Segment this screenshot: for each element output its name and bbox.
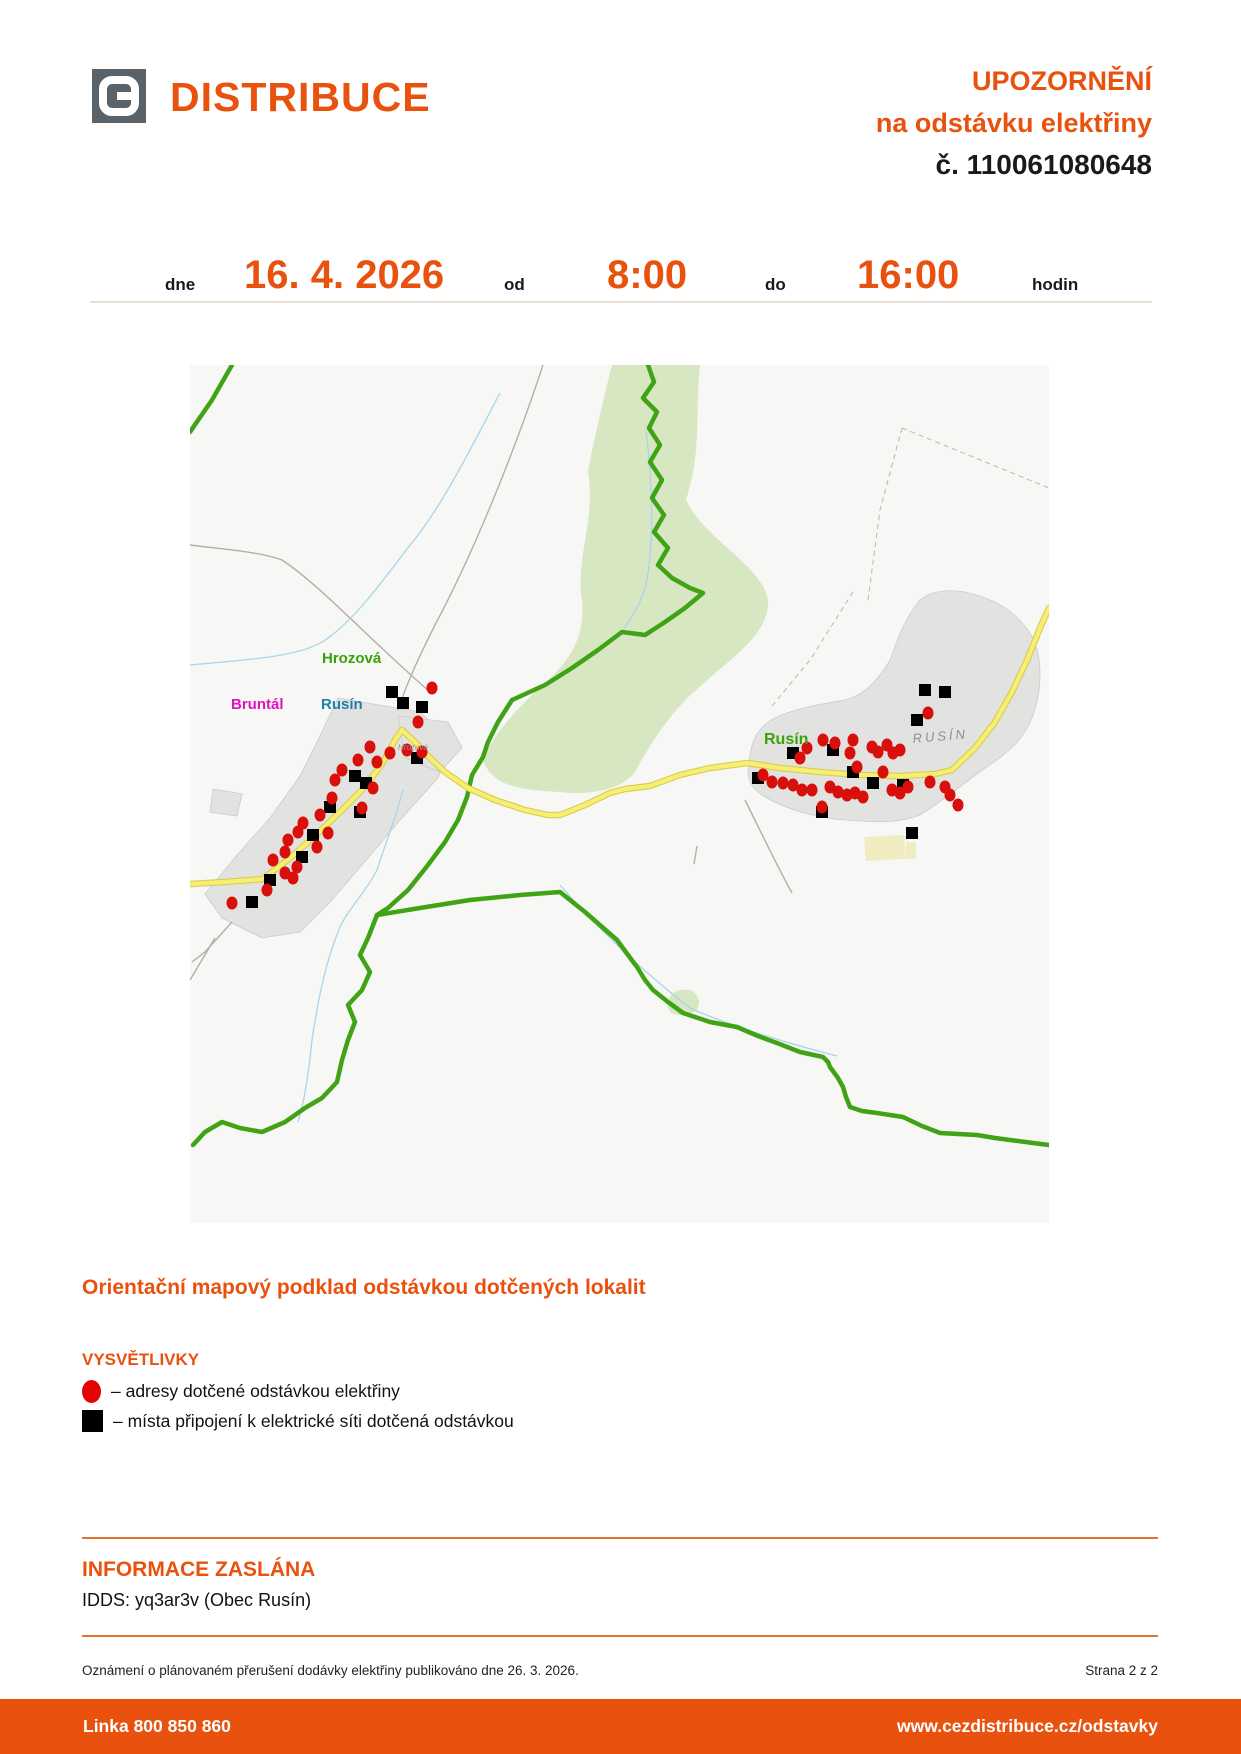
schedule-label-hodin: hodin [1032, 275, 1079, 294]
legend-item-text: – adresy dotčené odstávkou elektřiny [111, 1381, 400, 1401]
schedule-label-od: od [504, 275, 525, 294]
legend-title: VYSVĚTLIVKY [82, 1350, 200, 1369]
cez-logo-icon [92, 69, 146, 123]
schedule-date: 16. 4. 2026 [244, 253, 445, 297]
svg-text:Bruntál: Bruntál [231, 696, 284, 713]
info-sent-title: INFORMACE ZASLÁNA [82, 1558, 316, 1581]
legend-item-text: – místa připojení k elektrické síti dotč… [113, 1410, 514, 1431]
publication-note: Oznámení o plánovaném přerušení dodávky … [82, 1663, 579, 1678]
schedule-label-do: do [765, 275, 786, 294]
map-green-lines [190, 365, 1049, 1148]
brand-wordmark: DISTRIBUCE [170, 74, 431, 120]
outage-map: Hrozová Bruntál Rusín Rusín RUSÍN Hrozová [190, 365, 1049, 1223]
footer-website: www.cezdistribuce.cz/odstavky [897, 1716, 1158, 1736]
schedule-time-from: 8:00 [607, 253, 688, 297]
schedule-label-dne: dne [165, 275, 196, 294]
legend-item-affected: – adresy dotčené odstávkou elektřiny [82, 1380, 400, 1403]
footer-phone: Linka 800 850 860 [83, 1716, 231, 1736]
map-place-labels: Hrozová Bruntál Rusín Rusín RUSÍN Hrozová [231, 650, 969, 752]
legend-item-connection: – místa připojení k elektrické síti dotč… [82, 1410, 514, 1432]
svg-text:Rusín: Rusín [764, 731, 808, 748]
svg-text:Hrozová: Hrozová [322, 650, 382, 667]
notice-subtitle: na odstávku elektřiny [875, 108, 1152, 138]
page-number: Strana 2 z 2 [1085, 1663, 1158, 1678]
svg-text:RUSÍN: RUSÍN [912, 726, 969, 746]
notice-block: UPOZORNĚNÍ na odstávku elektřiny č. 1100… [876, 60, 1152, 186]
schedule-time-to: 16:00 [857, 253, 960, 297]
map-boundary-lines [771, 427, 1049, 707]
notice-number: č. 110061080648 [935, 149, 1152, 180]
black-square-icon [82, 1410, 103, 1432]
divider [82, 1635, 1158, 1637]
svg-text:Rusín: Rusín [321, 696, 363, 713]
footer-bar: Linka 800 850 860 www.cezdistribuce.cz/o… [0, 1699, 1241, 1754]
map-roads [190, 365, 793, 981]
outage-schedule-row: dne 16. 4. 2026 od 8:00 do 16:00 hodin [0, 252, 1241, 298]
map-caption: Orientační mapový podklad odstávkou dotč… [82, 1276, 646, 1299]
schedule-divider [90, 301, 1152, 303]
map-main-road [190, 604, 1049, 888]
notice-title: UPOZORNĚNÍ [971, 66, 1152, 96]
affected-address-markers [226, 681, 964, 910]
svg-text:Hrozová: Hrozová [398, 743, 428, 752]
info-idds: IDDS: yq3ar3v (Obec Rusín) [82, 1590, 312, 1610]
divider [82, 1537, 1158, 1539]
map-field-areas [864, 834, 916, 862]
red-dot-icon [82, 1380, 101, 1403]
